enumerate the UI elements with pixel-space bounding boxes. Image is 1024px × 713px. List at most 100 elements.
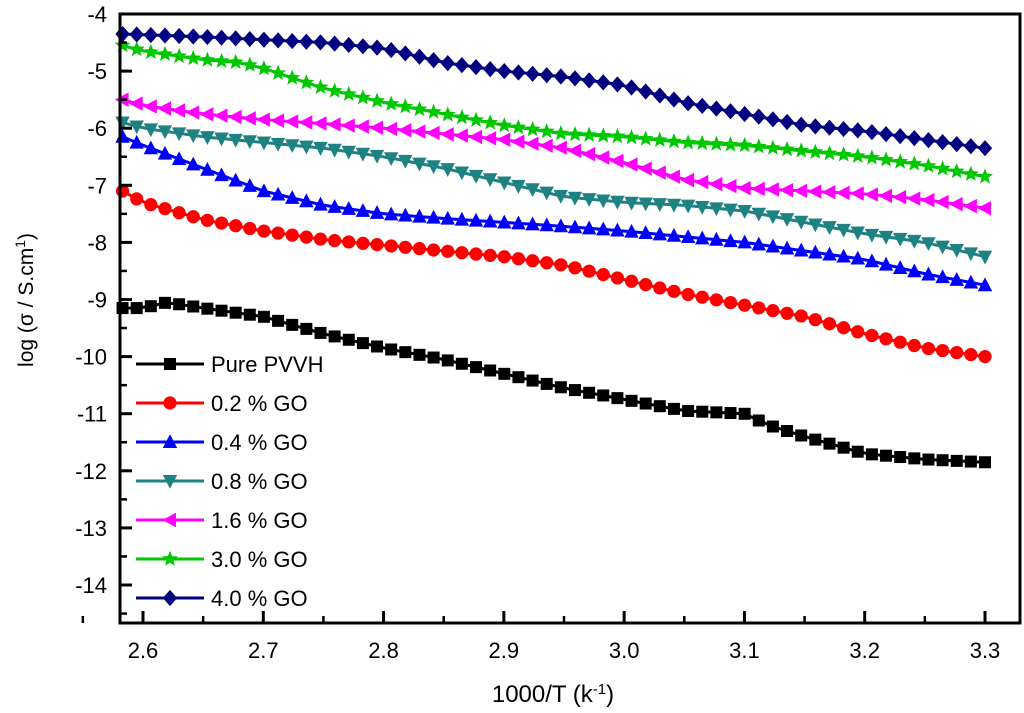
data-point (229, 306, 242, 319)
data-point (738, 407, 751, 420)
data-point (228, 133, 243, 148)
data-point (696, 405, 709, 418)
data-point (228, 172, 243, 187)
data-point (624, 274, 639, 288)
data-point (863, 149, 880, 165)
data-point (723, 233, 738, 248)
legend-label: 3.0 % GO (211, 547, 308, 572)
data-point (666, 227, 682, 242)
data-point (962, 165, 979, 181)
data-point (581, 126, 598, 142)
data-point (370, 238, 384, 252)
data-point (609, 128, 626, 144)
data-point (200, 161, 215, 176)
data-point (906, 191, 921, 206)
legend-item: 0.8 % GO (136, 469, 308, 494)
data-point (186, 129, 201, 144)
data-point (426, 160, 441, 175)
data-point (651, 131, 668, 147)
data-point (793, 215, 809, 230)
data-point (794, 309, 808, 323)
data-point (652, 198, 668, 212)
series-layer (114, 25, 993, 469)
data-point (908, 452, 921, 465)
data-point (751, 207, 766, 222)
data-point (567, 219, 583, 234)
data-point (793, 142, 810, 158)
data-point (129, 120, 144, 135)
data-point (821, 184, 836, 200)
data-point (255, 60, 272, 76)
data-point (511, 215, 526, 230)
data-point (695, 97, 710, 115)
data-point (878, 151, 894, 167)
data-point (341, 145, 356, 160)
data-point (695, 290, 709, 304)
legend-item: 1.6 % GO (136, 508, 308, 533)
data-point (540, 377, 553, 390)
data-point (835, 185, 850, 201)
data-point (397, 98, 414, 114)
data-point (425, 103, 442, 119)
data-point (341, 36, 356, 54)
data-point (441, 354, 454, 367)
data-point (398, 240, 412, 254)
data-point (765, 111, 781, 128)
data-point (553, 189, 569, 204)
data-point (299, 33, 314, 50)
data-point (413, 348, 426, 361)
data-point (638, 83, 653, 100)
data-point (313, 232, 328, 246)
data-point (581, 72, 597, 89)
y-tick-label: -8 (87, 230, 107, 255)
data-point (355, 38, 371, 55)
data-point (822, 317, 837, 331)
data-point (554, 258, 568, 272)
data-point (426, 243, 441, 257)
data-point (849, 186, 864, 201)
data-point (934, 194, 949, 210)
data-point (835, 146, 852, 162)
data-point (907, 263, 922, 278)
data-point (637, 161, 652, 176)
data-point (865, 448, 878, 461)
y-tick-label: -6 (87, 116, 107, 141)
data-point (553, 140, 567, 155)
data-point (879, 332, 893, 346)
data-point (229, 219, 243, 233)
data-point (892, 153, 909, 169)
data-point (157, 125, 173, 140)
data-point (766, 304, 780, 318)
data-point (468, 212, 484, 227)
data-point (764, 139, 781, 155)
data-point (921, 132, 936, 149)
data-point (723, 203, 738, 218)
data-point (511, 64, 526, 81)
data-point (750, 138, 767, 154)
data-point (440, 210, 455, 225)
data-point (256, 31, 272, 48)
y-tick-label: -12 (75, 459, 107, 484)
data-point (920, 192, 935, 208)
data-point (921, 237, 936, 252)
data-point (907, 338, 921, 353)
data-point (525, 216, 540, 231)
data-point (779, 141, 795, 157)
data-point (864, 228, 880, 243)
data-point (484, 364, 497, 377)
data-point (128, 96, 143, 111)
data-point (242, 135, 257, 149)
data-point (583, 386, 596, 399)
data-point (383, 206, 399, 221)
data-point (936, 454, 949, 467)
data-point (849, 147, 866, 163)
data-point (950, 454, 963, 467)
data-point (709, 100, 724, 117)
data-point (454, 128, 468, 143)
data-point (582, 264, 596, 278)
data-point (340, 85, 357, 101)
y-tick-label: -10 (75, 345, 107, 370)
data-point (328, 330, 341, 343)
data-point (524, 121, 541, 137)
data-point (948, 163, 965, 179)
